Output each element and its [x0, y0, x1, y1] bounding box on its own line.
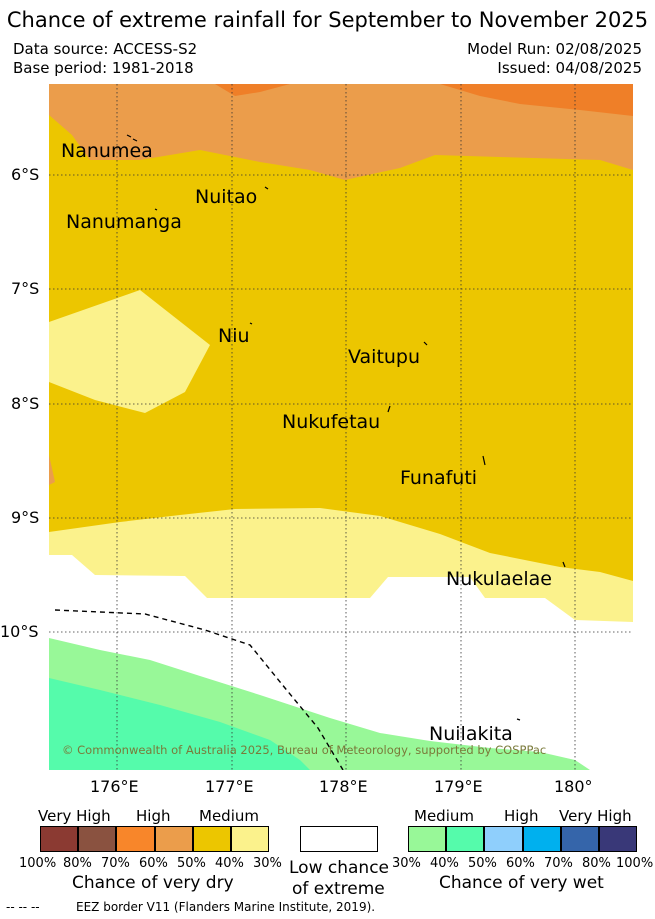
lat-tick-9s: 9°S: [11, 508, 40, 527]
legend-wet-swatch-5: [599, 826, 638, 852]
legend-wet-swatch-1: [446, 826, 485, 852]
legend-wet-pct-40: 40%: [430, 856, 459, 871]
gridlines: [49, 84, 633, 770]
legend-wet-pct-100: 100%: [616, 856, 654, 871]
medium-wet-region-2: [49, 678, 310, 770]
legend-dry-pct-80: 80%: [63, 856, 92, 871]
legend-dry-swatch-5: [231, 826, 270, 852]
lon-tick-176e: 176°E: [90, 777, 139, 796]
eez-legend-marker: -- -- --: [6, 900, 40, 914]
legend-wet-swatch-4: [560, 826, 599, 852]
place-label-nukulaelae: Nukulaelae: [446, 568, 552, 590]
legend-wet-high: High: [504, 807, 539, 825]
place-label-nukufetau: Nukufetau: [282, 411, 381, 433]
place-label-vaitupu: Vaitupu: [348, 346, 421, 368]
legend-dry-swatch-0: [40, 826, 79, 852]
legend-wet-pct-30: 30%: [392, 856, 421, 871]
legend-wet-swatch-3: [522, 826, 561, 852]
copyright-notice: © Commonwealth of Australia 2025, Bureau…: [62, 743, 547, 757]
legend-wet-pct-50: 50%: [468, 856, 497, 871]
eez-legend-text: EEZ border V11 (Flanders Marine Institut…: [76, 900, 376, 914]
place-label-niu: Niu: [218, 325, 250, 347]
very-high-dry-patch-2: [440, 84, 633, 116]
legend-wet-pct-80: 80%: [582, 856, 611, 871]
legend-dry-swatch-1: [78, 826, 117, 852]
place-label-nuilakita: Nuilakita: [429, 723, 513, 745]
place-label-nanumanga: Nanumanga: [66, 211, 182, 233]
eez-border-line: [54, 609, 344, 770]
model-run: Model Run: 02/08/2025: [467, 40, 642, 58]
legend-dry-pct-70: 70%: [101, 856, 130, 871]
legend-wet-pct-70: 70%: [544, 856, 573, 871]
lon-tick-177e: 177°E: [205, 777, 254, 796]
legend-dry-pct-100: 100%: [19, 856, 57, 871]
place-label-funafuti: Funafuti: [400, 467, 478, 489]
place-label-nuitao: Nuitao: [195, 186, 258, 208]
base-period: Base period: 1981-2018: [13, 59, 194, 77]
legend-dry-caption: Chance of very dry: [72, 873, 234, 893]
legend-dry-medium: Medium: [199, 807, 259, 825]
island-marks: [126, 134, 566, 721]
legend-low-caption-1: Low chance: [289, 858, 389, 878]
lat-tick-10s: 10°S: [0, 622, 39, 641]
legend-dry-very-high: Very High: [38, 807, 111, 825]
legend-wet-swatch-2: [484, 826, 523, 852]
legend-low-swatch: [300, 826, 378, 852]
legend-wet-swatch-0: [408, 826, 447, 852]
legend-wet-caption: Chance of very wet: [439, 873, 604, 893]
legend-dry-swatch-3: [154, 826, 193, 852]
legend-wet-pct-60: 60%: [506, 856, 535, 871]
lat-tick-7s: 7°S: [11, 279, 40, 298]
lon-tick-179e: 179°E: [434, 777, 483, 796]
legend-dry-pct-60: 60%: [139, 856, 168, 871]
high-dry-region: [49, 84, 633, 180]
issued-date: Issued: 04/08/2025: [497, 59, 642, 77]
legend-dry-swatch-4: [192, 826, 231, 852]
map-title: Chance of extreme rainfall for September…: [6, 8, 649, 32]
legend-dry-swatch-2: [116, 826, 155, 852]
legend-dry-pct-40: 40%: [215, 856, 244, 871]
lat-tick-6s: 6°S: [11, 165, 40, 184]
legend-dry-pct-50: 50%: [177, 856, 206, 871]
lon-tick-180: 180°: [554, 777, 593, 796]
legend-low-caption-2: of extreme: [292, 879, 385, 899]
legend-wet-medium: Medium: [414, 807, 474, 825]
legend-dry-pct-30: 30%: [253, 856, 282, 871]
very-high-dry-patch-1: [215, 84, 290, 96]
legend-wet-very-high: Very High: [559, 807, 632, 825]
high-dry-patch-left: [49, 455, 55, 485]
place-label-nanumea: Nanumea: [61, 140, 153, 162]
lon-tick-178e: 178°E: [319, 777, 368, 796]
legend-dry-high: High: [136, 807, 171, 825]
data-source: Data source: ACCESS-S2: [13, 40, 198, 58]
low-medium-dry-blob: [49, 290, 210, 413]
lat-tick-8s: 8°S: [11, 394, 40, 413]
